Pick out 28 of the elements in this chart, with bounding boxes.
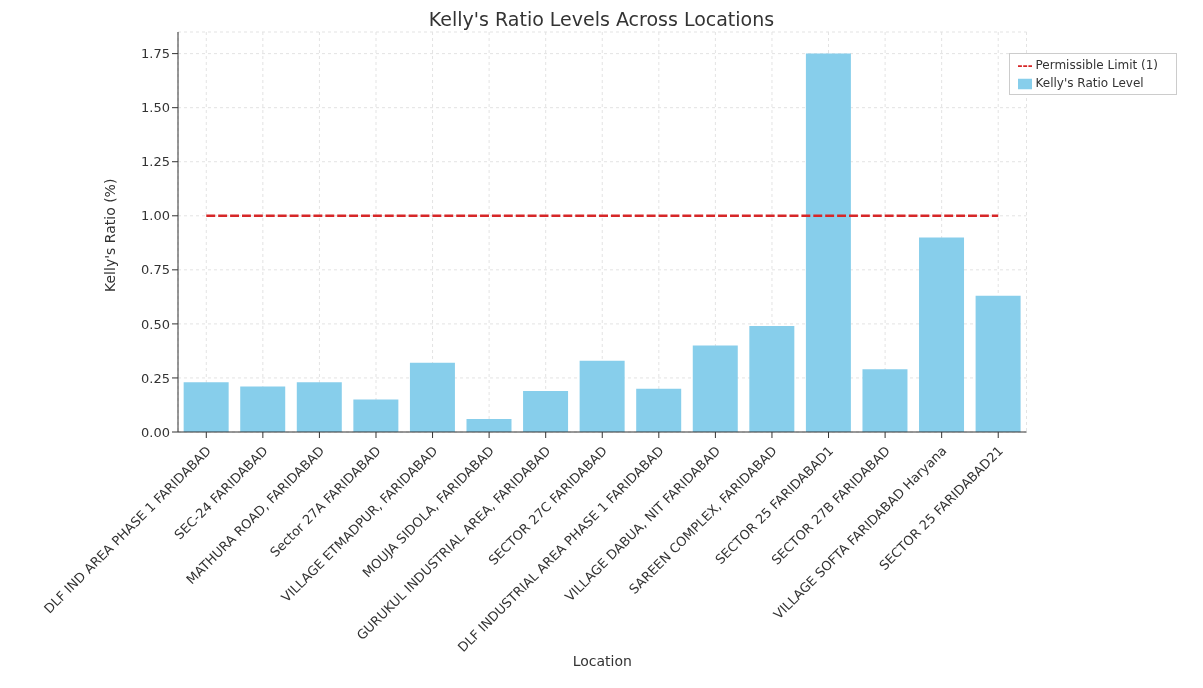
bar [240,386,286,432]
bar [975,295,1021,432]
bar [353,399,399,432]
y-tick-label: 0.50 [141,316,170,332]
bar [523,390,569,432]
bar [466,419,512,432]
y-tick-label: 0.75 [141,262,170,278]
bar [692,345,738,432]
y-tick-label: 1.75 [141,46,170,62]
bar [296,382,342,432]
bar [636,388,682,432]
legend-label: Kelly's Ratio Level [1035,76,1144,90]
bar [409,362,455,432]
bar [862,369,908,432]
y-tick-label: 1.50 [141,100,170,116]
y-tick-label: 1.25 [141,154,170,170]
bar [183,382,229,432]
x-axis-title: Location [572,653,632,669]
bar [919,237,965,432]
y-tick-label: 0.00 [141,424,170,440]
y-tick-label: 1.00 [141,208,170,224]
bar [805,53,851,432]
bar [579,360,625,432]
bar [749,326,795,432]
legend-label: Permissible Limit (1) [1035,58,1158,72]
y-tick-label: 0.25 [141,370,170,386]
chart-title: Kelly's Ratio Levels Across Locations [427,8,776,30]
y-axis-title: Kelly's Ratio (%) [101,178,118,292]
